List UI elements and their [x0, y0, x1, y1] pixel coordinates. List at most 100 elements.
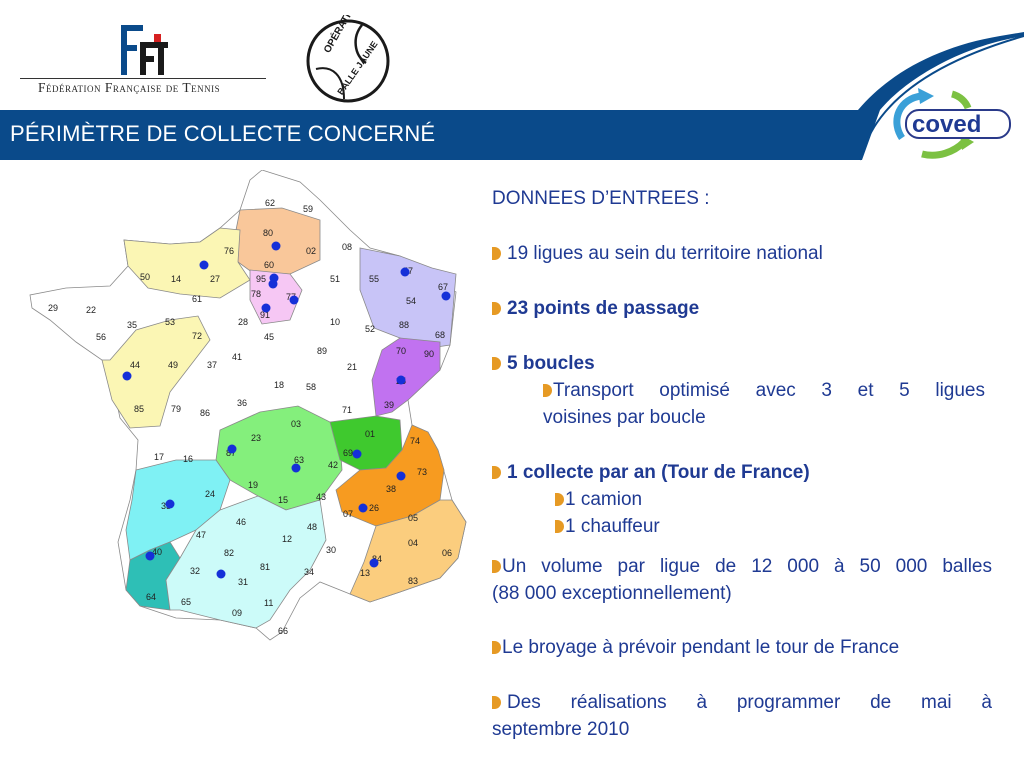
france-departments-map: 62 59 80 02 08 76 60 95 14 27 50 61 78 7…: [29, 170, 467, 641]
svg-text:10: 10: [330, 317, 340, 327]
svg-text:42: 42: [328, 460, 338, 470]
bullet-arrow-icon: [492, 696, 501, 709]
item-volume: Un volume par ligue de 12 000 à 50 000 b…: [492, 556, 992, 578]
svg-text:49: 49: [168, 360, 178, 370]
svg-text:04: 04: [408, 538, 418, 548]
svg-text:14: 14: [171, 274, 181, 284]
collection-point: [271, 241, 281, 251]
svg-text:39: 39: [384, 400, 394, 410]
svg-text:35: 35: [127, 320, 137, 330]
svg-text:28: 28: [238, 317, 248, 327]
svg-text:88: 88: [399, 320, 409, 330]
svg-text:13: 13: [360, 568, 370, 578]
page-title: PÉRIMÈTRE DE COLLECTE CONCERNÉ: [10, 121, 436, 146]
item-boucles: 5 boucles: [492, 353, 595, 375]
svg-text:coved: coved: [912, 111, 981, 138]
svg-text:21: 21: [347, 362, 357, 372]
svg-text:24: 24: [205, 489, 215, 499]
item-realisations-line2: septembre 2010: [492, 719, 630, 740]
collection-point: [396, 471, 406, 481]
bullet-arrow-icon: [492, 560, 501, 573]
bullet-arrow-icon: [492, 302, 501, 315]
svg-text:17: 17: [154, 452, 164, 462]
collection-point: [122, 371, 132, 381]
svg-text:70: 70: [396, 346, 406, 356]
svg-text:34: 34: [304, 567, 314, 577]
svg-text:79: 79: [171, 404, 181, 414]
svg-text:40: 40: [152, 547, 162, 557]
collection-point: [441, 291, 451, 301]
item-chauffeur: 1 chauffeur: [555, 516, 660, 538]
svg-text:02: 02: [306, 246, 316, 256]
fft-divider: [20, 78, 266, 79]
svg-text:30: 30: [326, 545, 336, 555]
svg-text:73: 73: [417, 467, 427, 477]
svg-text:74: 74: [410, 436, 420, 446]
svg-text:38: 38: [386, 484, 396, 494]
bullet-arrow-icon: [555, 520, 564, 533]
svg-text:63: 63: [294, 455, 304, 465]
svg-text:76: 76: [224, 246, 234, 256]
svg-text:52: 52: [365, 324, 375, 334]
svg-text:72: 72: [192, 331, 202, 341]
svg-text:60: 60: [264, 260, 274, 270]
svg-text:71: 71: [342, 405, 352, 415]
item-ligues: 19 ligues au sein du territoire national: [492, 243, 823, 265]
svg-text:16: 16: [183, 454, 193, 464]
svg-text:59: 59: [303, 204, 313, 214]
svg-text:45: 45: [264, 332, 274, 342]
fft-org-name: Fédération Française de Tennis: [38, 80, 221, 95]
collection-point: [396, 375, 406, 385]
collection-point: [291, 463, 301, 473]
bullet-arrow-icon: [492, 247, 501, 260]
svg-text:09: 09: [232, 608, 242, 618]
collection-point: [165, 499, 175, 509]
operation-balle-jaune-logo: OPÉRATION BALLE JAUNE: [306, 15, 390, 103]
svg-text:43: 43: [316, 492, 326, 502]
department-labels: 62 59 80 02 08 76 60 95 14 27 50 61 78 7…: [48, 198, 452, 636]
bullet-arrow-icon: [555, 493, 564, 506]
svg-text:08: 08: [342, 242, 352, 252]
svg-text:18: 18: [274, 380, 284, 390]
item-volume-line2: (88 000 exceptionnellement): [492, 583, 732, 604]
svg-text:91: 91: [260, 310, 270, 320]
collection-point: [358, 503, 368, 513]
svg-text:64: 64: [146, 592, 156, 602]
svg-text:82: 82: [224, 548, 234, 558]
svg-text:56: 56: [96, 332, 106, 342]
collection-point: [352, 449, 362, 459]
collection-point-markers: [122, 241, 451, 579]
svg-text:29: 29: [48, 303, 58, 313]
bullet-arrow-icon: [492, 466, 501, 479]
header-banner: [0, 28, 1024, 161]
svg-text:26: 26: [369, 503, 379, 513]
svg-text:62: 62: [265, 198, 275, 208]
collection-point: [199, 260, 209, 270]
svg-text:61: 61: [192, 294, 202, 304]
svg-text:46: 46: [236, 517, 246, 527]
bullet-arrow-icon: [492, 641, 501, 654]
svg-text:15: 15: [278, 495, 288, 505]
svg-text:48: 48: [307, 522, 317, 532]
collection-point: [369, 558, 379, 568]
svg-text:86: 86: [200, 408, 210, 418]
item-realisations: Des réalisations à programmer de mai à: [492, 692, 992, 714]
svg-text:53: 53: [165, 317, 175, 327]
svg-text:95: 95: [256, 274, 266, 284]
svg-text:84: 84: [372, 554, 382, 564]
svg-text:06: 06: [442, 548, 452, 558]
svg-text:23: 23: [251, 433, 261, 443]
svg-text:69: 69: [343, 448, 353, 458]
svg-text:01: 01: [365, 429, 375, 439]
item-collecte: 1 collecte par an (Tour de France): [492, 462, 810, 484]
svg-text:66: 66: [278, 626, 288, 636]
svg-text:41: 41: [232, 352, 242, 362]
item-boucles-sub-line2: voisines par boucle: [543, 407, 706, 428]
svg-text:78: 78: [251, 289, 261, 299]
collection-point: [289, 295, 299, 305]
svg-text:85: 85: [134, 404, 144, 414]
item-broyage: Le broyage à prévoir pendant le tour de …: [492, 637, 899, 659]
bullet-arrow-icon: [543, 384, 552, 397]
svg-text:55: 55: [369, 274, 379, 284]
svg-text:58: 58: [306, 382, 316, 392]
